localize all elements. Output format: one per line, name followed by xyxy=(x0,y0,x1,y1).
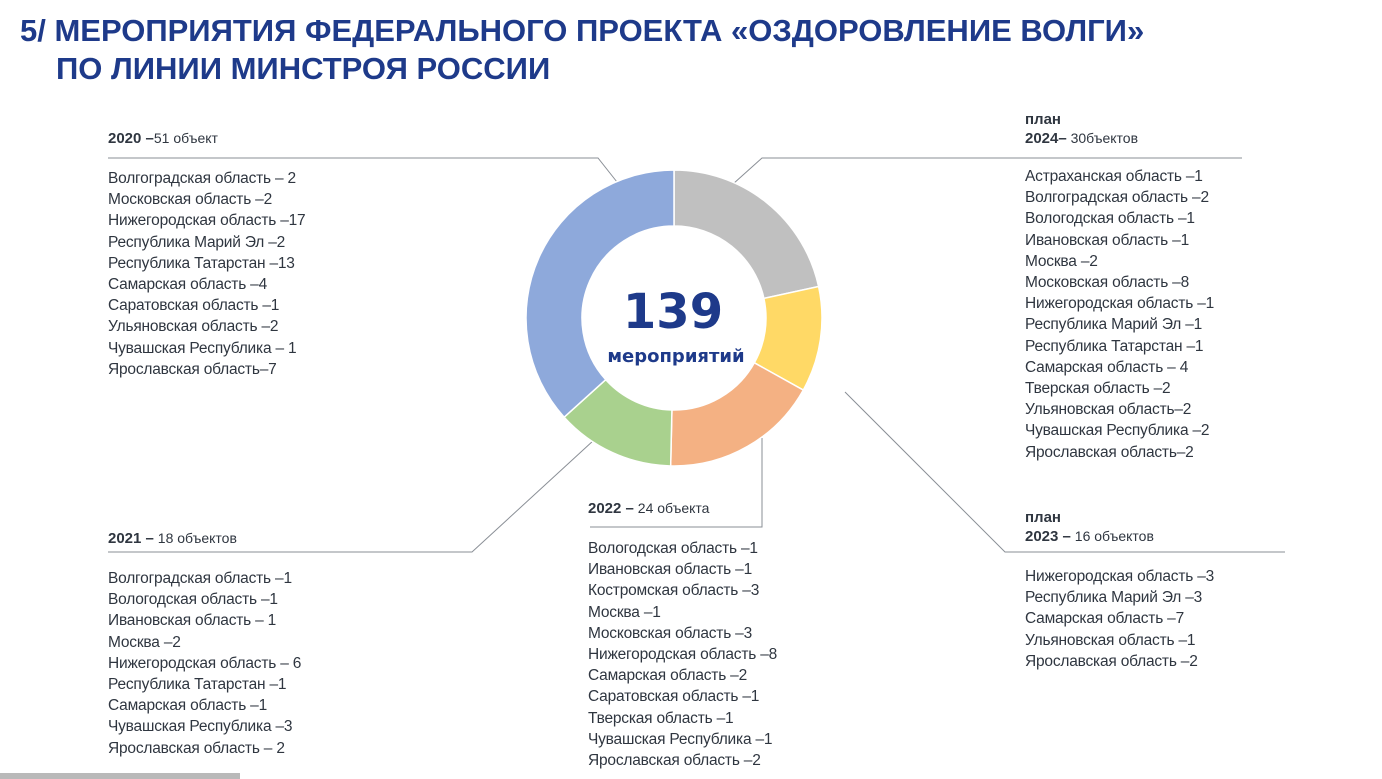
center-label: мероприятий xyxy=(607,346,744,367)
region-item: Костромская область –3 xyxy=(588,582,760,600)
leader-line-2020 xyxy=(108,157,618,183)
group-2024-year: 2024 xyxy=(1025,130,1059,147)
group-2020-list: Волгоградская область – 2 Московская обла… xyxy=(108,168,306,380)
group-2020-heading: 2020 –51 объект xyxy=(108,129,305,148)
region-item: Волгоградская область –1 xyxy=(108,570,292,587)
region-item: Московская область –8 xyxy=(1025,274,1190,292)
donut-slice-2022 xyxy=(669,361,805,467)
region-item: Республика Марий Эл –3 xyxy=(1025,589,1203,607)
region-item: Ивановская область –1 xyxy=(1025,231,1189,249)
region-item: Нижегородская область –1 xyxy=(1025,295,1215,313)
region-item: Республика Татарстан –1 xyxy=(108,676,287,694)
region-item: Астраханская область –1 xyxy=(1025,168,1203,185)
group-2022: 2022 – 24 объекта Вологодская область –1… xyxy=(588,499,777,771)
region-item: Волгоградская область –2 xyxy=(1025,189,1209,207)
region-item: Ярославская область–7 xyxy=(108,360,277,378)
group-2024-heading: 2024– 30бъектов xyxy=(1025,129,1214,148)
leader-lines xyxy=(108,157,1285,553)
region-item: Вологодская область –1 xyxy=(108,591,278,609)
group-2022-year: 2022 xyxy=(588,500,622,517)
region-item: Республика Марий Эл –1 xyxy=(1025,316,1203,334)
region-item: Тверская область –2 xyxy=(1025,380,1171,398)
region-item: Ульяновская область –2 xyxy=(108,318,279,336)
group-2023-heading: 2023 – 16 объектов xyxy=(1025,527,1214,546)
region-item: Чувашская Республика –1 xyxy=(588,730,773,748)
group-2023: план 2023 – 16 объектов Нижегородская об… xyxy=(1025,509,1214,672)
region-item: Тверская область –1 xyxy=(588,709,734,727)
region-item: Чувашская Республика – 1 xyxy=(108,339,297,357)
leader-line-2023 xyxy=(844,391,1285,553)
group-2023-dash: – xyxy=(1058,528,1071,545)
region-item: Нижегородская область –3 xyxy=(1025,568,1215,585)
group-2024: план 2024– 30бъектов Астраханская област… xyxy=(1025,111,1214,463)
region-item: Чувашская Республика –2 xyxy=(1025,422,1210,440)
group-2023-year: 2023 xyxy=(1025,528,1059,545)
region-item: Ивановская область – 1 xyxy=(108,612,277,630)
region-item: Республика Татарстан –13 xyxy=(108,254,295,272)
group-2024-count: 30бъектов xyxy=(1066,130,1139,146)
region-item: Самарская область – 4 xyxy=(1025,358,1189,376)
region-item: Вологодская область –1 xyxy=(588,540,758,557)
region-item: Ярославская область–2 xyxy=(1025,443,1194,461)
leader-line-2024 xyxy=(732,157,1242,185)
region-item: Московская область –2 xyxy=(108,191,273,209)
group-2021: 2021 – 18 объектов Волгоградская область… xyxy=(108,529,301,759)
page-title: 5/ МЕРОПРИЯТИЯ ФЕДЕРАЛЬНОГО ПРОЕКТА «ОЗД… xyxy=(20,12,1144,88)
group-2021-heading: 2021 – 18 объектов xyxy=(108,529,301,548)
group-2021-count: 18 объектов xyxy=(153,530,237,546)
group-2020-year: 2020 xyxy=(108,130,142,147)
region-item: Ульяновская область–2 xyxy=(1025,401,1192,419)
region-item: Ивановская область –1 xyxy=(588,561,752,579)
region-item: Волгоградская область – 2 xyxy=(108,170,296,187)
group-2022-count: 24 объекта xyxy=(633,500,710,516)
region-item: Москва –1 xyxy=(588,603,661,621)
group-2024-dash: – xyxy=(1058,130,1067,147)
footer-bar xyxy=(0,773,240,779)
group-2022-dash: – xyxy=(621,500,634,517)
group-2023-list: Нижегородская область –3 Республика Марий… xyxy=(1025,566,1214,672)
region-item: Нижегородская область –17 xyxy=(108,212,306,230)
region-item: Самарская область –4 xyxy=(108,276,268,294)
region-item: Чувашская Республика –3 xyxy=(108,718,293,736)
page-title-line-2: ПО ЛИНИИ МИНСТРОЯ РОССИИ xyxy=(56,51,551,86)
region-item: Московская область –3 xyxy=(588,624,753,642)
region-item: Нижегородская область –8 xyxy=(588,646,778,664)
region-item: Москва –2 xyxy=(1025,252,1098,270)
region-item: Вологодская область –1 xyxy=(1025,210,1195,228)
region-item: Нижегородская область – 6 xyxy=(108,654,302,672)
region-item: Ульяновская область –1 xyxy=(1025,631,1196,649)
leader-line-2021 xyxy=(108,439,595,553)
region-item: Ярославская область –2 xyxy=(588,752,761,770)
leader-line-2022 xyxy=(590,438,763,528)
region-item: Москва –2 xyxy=(108,633,181,651)
center-total: 139 xyxy=(623,284,723,340)
group-2022-heading: 2022 – 24 объекта xyxy=(588,499,777,518)
donut-slice-2020 xyxy=(525,169,675,419)
region-item: Саратовская область –1 xyxy=(588,688,760,706)
group-2024-list: Астраханская область –1 Волгоградская обл… xyxy=(1025,166,1214,463)
group-2022-list: Вологодская область –1 Ивановская область… xyxy=(588,538,777,771)
group-2020-dash: – xyxy=(141,130,154,147)
region-item: Саратовская область –1 xyxy=(108,297,280,315)
region-item: Ярославская область – 2 xyxy=(108,739,285,757)
region-item: Самарская область –7 xyxy=(1025,610,1185,628)
region-item: Самарская область –2 xyxy=(588,667,748,685)
region-item: Республика Марий Эл –2 xyxy=(108,233,286,251)
region-item: Самарская область –1 xyxy=(108,697,268,715)
group-2020-count: 51 объект xyxy=(153,130,218,146)
donut-slice-2024 xyxy=(673,169,820,300)
group-2024-plan-label: план xyxy=(1025,111,1061,128)
group-2021-year: 2021 xyxy=(108,530,142,547)
group-2020: 2020 –51 объект Волгоградская область – … xyxy=(108,129,306,380)
region-item: Республика Татарстан –1 xyxy=(1025,337,1204,355)
group-2021-list: Волгоградская область –1 Вологодская обла… xyxy=(108,568,301,759)
group-2023-plan-label: план xyxy=(1025,509,1061,526)
donut-slices xyxy=(525,169,823,467)
region-item: Ярославская область –2 xyxy=(1025,652,1198,670)
group-2023-count: 16 объектов xyxy=(1070,528,1154,544)
page-title-line-1: 5/ МЕРОПРИЯТИЯ ФЕДЕРАЛЬНОГО ПРОЕКТА «ОЗД… xyxy=(20,13,1145,48)
group-2021-dash: – xyxy=(141,530,154,547)
